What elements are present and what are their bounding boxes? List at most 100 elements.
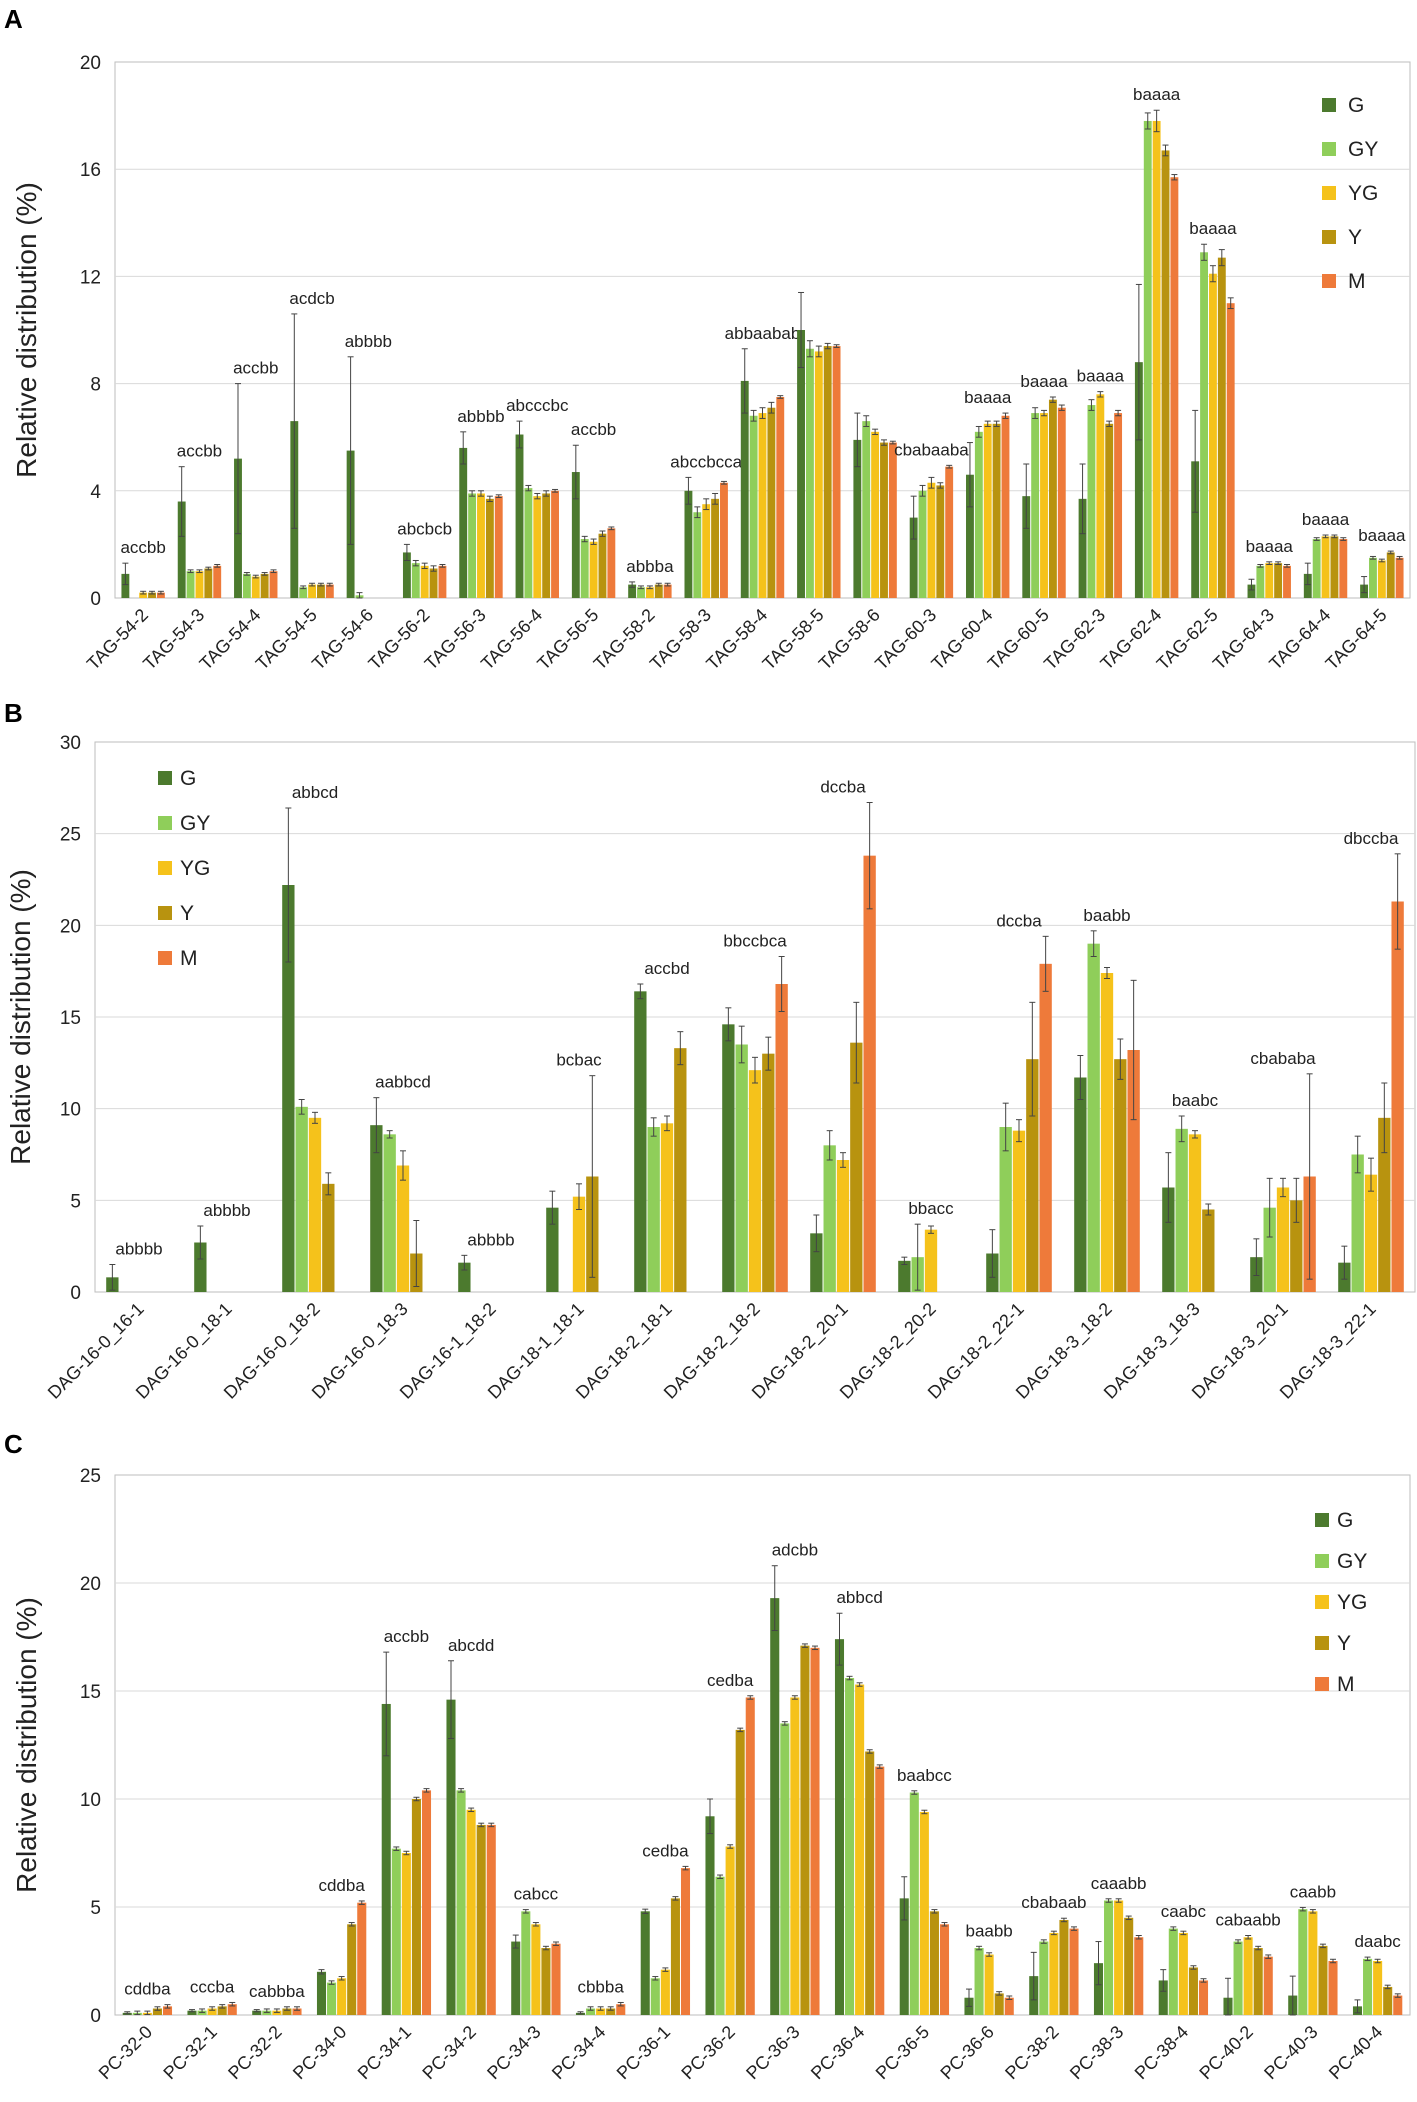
bar-m bbox=[292, 2008, 302, 2015]
bar-gy bbox=[862, 421, 871, 598]
significance-label: baaaa bbox=[1358, 526, 1406, 545]
significance-label: baaaa bbox=[1077, 367, 1125, 386]
bar-gy bbox=[749, 415, 758, 598]
bar-yg bbox=[420, 565, 429, 598]
bar-g bbox=[1191, 461, 1200, 598]
bar-gy bbox=[383, 1134, 396, 1292]
legend-label-yg: YG bbox=[1337, 1591, 1367, 1614]
bar-m bbox=[1134, 1937, 1144, 2015]
bar-g bbox=[1022, 496, 1031, 598]
legend-label-yg: YG bbox=[180, 857, 210, 880]
bar-y bbox=[541, 1948, 551, 2015]
bar-yg bbox=[702, 504, 711, 598]
bar-g bbox=[459, 447, 468, 598]
bar-gy bbox=[1143, 120, 1152, 599]
bar-gy bbox=[1175, 1128, 1188, 1292]
bar-g bbox=[515, 434, 524, 598]
significance-label: abbbb bbox=[467, 1230, 514, 1249]
bar-gy bbox=[295, 1106, 308, 1292]
bar-yg bbox=[984, 1954, 994, 2015]
bar-g bbox=[1078, 498, 1087, 598]
significance-label: bcbac bbox=[556, 1051, 602, 1070]
bar-g bbox=[1074, 1077, 1087, 1292]
bar-gy bbox=[299, 587, 308, 598]
bar-m bbox=[775, 984, 788, 1292]
significance-label: cbababa bbox=[1250, 1049, 1316, 1068]
bar-y bbox=[1114, 1059, 1127, 1292]
bar-yg bbox=[924, 1229, 938, 1292]
y-tick-label: 16 bbox=[80, 160, 101, 181]
legend-label-m: M bbox=[1337, 1673, 1355, 1696]
significance-label: baabb bbox=[1083, 906, 1130, 925]
bar-yg bbox=[1096, 394, 1105, 598]
y-axis-title: Relative distribution (%) bbox=[11, 182, 42, 478]
significance-label: accbb bbox=[571, 420, 616, 439]
bar-g bbox=[634, 991, 647, 1292]
bar-y bbox=[1217, 257, 1226, 598]
bar-yg bbox=[1012, 1130, 1026, 1292]
x-tick-label: PC-34-4 bbox=[548, 2022, 610, 2084]
bar-m bbox=[1283, 565, 1291, 598]
significance-label: cedba bbox=[642, 1841, 689, 1860]
bar-yg bbox=[725, 1846, 735, 2015]
significance-label: abbba bbox=[626, 557, 674, 576]
y-tick-label: 20 bbox=[60, 916, 81, 937]
bar-yg bbox=[1152, 120, 1161, 599]
significance-label: baaaa bbox=[1246, 537, 1294, 556]
bar-m bbox=[1226, 303, 1235, 598]
bar-y bbox=[598, 533, 607, 598]
bar-gy bbox=[1263, 1207, 1276, 1292]
bar-gy bbox=[1233, 1941, 1243, 2015]
bar-y bbox=[992, 423, 1001, 598]
x-tick-label: PC-38-4 bbox=[1131, 2022, 1193, 2084]
x-tick-label: PC-32-0 bbox=[95, 2022, 157, 2084]
significance-label: accbb bbox=[120, 538, 165, 557]
bar-gy bbox=[999, 1127, 1012, 1292]
significance-label: cbabaab bbox=[1021, 1893, 1086, 1912]
x-tick-label: PC-36-4 bbox=[807, 2022, 869, 2084]
bar-m bbox=[680, 1868, 691, 2015]
bar-y bbox=[850, 1042, 863, 1292]
bar-gy bbox=[823, 1145, 836, 1292]
bar-yg bbox=[1243, 1937, 1253, 2015]
significance-label: adcbb bbox=[772, 1541, 818, 1560]
bar-m bbox=[1391, 901, 1404, 1292]
x-tick-label: PC-36-1 bbox=[613, 2022, 675, 2084]
significance-label: baaaa bbox=[1133, 85, 1181, 104]
chart-panel-a: A 0 4 8 12 16 20 Relative distribution (%) accbb… bbox=[4, 4, 1411, 674]
legend-label-gy: GY bbox=[1348, 138, 1378, 161]
significance-label: cabaabb bbox=[1216, 1911, 1281, 1930]
bar-y bbox=[1253, 1948, 1263, 2015]
y-axis-title: Relative distribution (%) bbox=[11, 1597, 42, 1893]
bar-yg bbox=[1208, 273, 1217, 598]
bar-g bbox=[1247, 584, 1256, 598]
bar-g bbox=[797, 330, 805, 598]
bar-yg bbox=[1265, 563, 1274, 598]
bar-y bbox=[1290, 1200, 1303, 1292]
x-tick-label: TAG-64-5 bbox=[1322, 605, 1391, 674]
bar-y bbox=[929, 1911, 939, 2015]
bar-g bbox=[571, 472, 580, 598]
significance-label: caaabb bbox=[1091, 1874, 1147, 1893]
significance-label: caabb bbox=[1290, 1882, 1336, 1901]
bar-gy bbox=[637, 587, 645, 598]
bar-m bbox=[325, 584, 334, 598]
y-tick-label: 0 bbox=[70, 1283, 81, 1304]
bar-m bbox=[162, 2006, 173, 2015]
significance-label: cabbba bbox=[249, 1982, 305, 2001]
significance-label: bbacc bbox=[908, 1199, 954, 1218]
significance-label: dccba bbox=[820, 778, 866, 797]
bar-g bbox=[446, 1699, 456, 2015]
bar-gy bbox=[1200, 252, 1208, 598]
x-tick-label: PC-34-1 bbox=[354, 2022, 416, 2084]
bar-yg bbox=[645, 587, 654, 598]
legend-swatch-yg bbox=[158, 861, 172, 875]
bar-gy bbox=[1104, 1900, 1114, 2015]
bar-g bbox=[770, 1598, 780, 2015]
bar-y bbox=[1059, 1919, 1069, 2015]
bar-m bbox=[810, 1647, 820, 2015]
bar-m bbox=[607, 528, 616, 598]
bar-y bbox=[670, 1898, 680, 2015]
significance-label: aabbcd bbox=[375, 1073, 431, 1092]
bar-gy bbox=[1363, 1958, 1373, 2015]
